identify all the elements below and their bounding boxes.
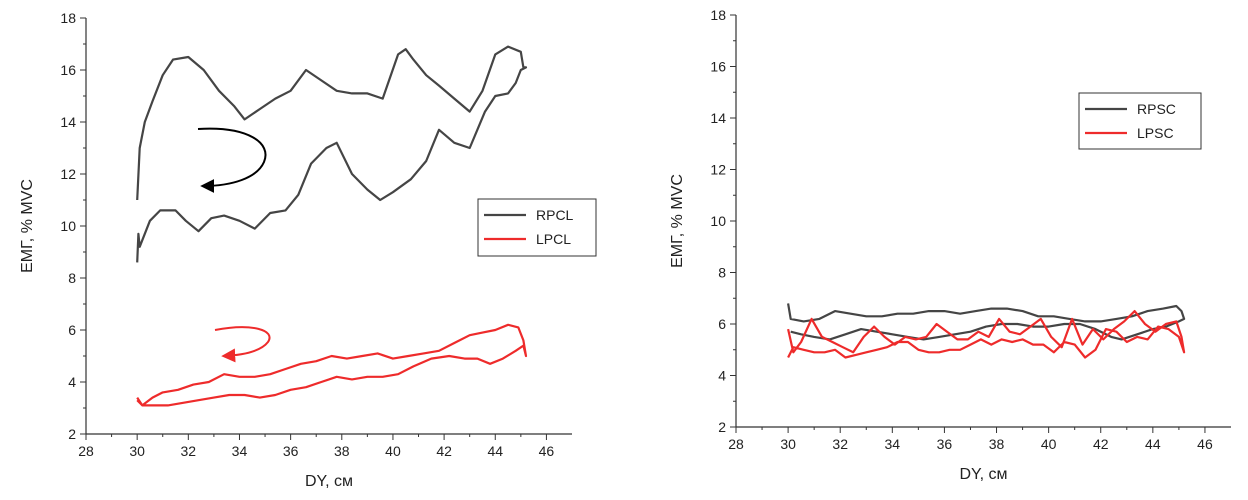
- series-line-lpcl: [136, 323, 528, 407]
- x-tick-label: 36: [283, 443, 299, 459]
- x-axis-label: DY, см: [305, 473, 353, 490]
- y-tick-label: 8: [718, 265, 726, 281]
- x-tick-label: 40: [385, 443, 401, 459]
- legend: RPCL LPCL: [477, 198, 597, 257]
- x-tick-label: 30: [129, 443, 145, 459]
- y-axis-label: ЕМГ, % MVC: [19, 179, 36, 273]
- y-tick-label: 8: [68, 270, 76, 286]
- legend-label: LPCL: [536, 231, 571, 247]
- rotation-arrow-red: [214, 326, 271, 363]
- y-tick-label: 6: [68, 322, 76, 338]
- y-tick-label: 10: [710, 213, 726, 229]
- x-tick-label: 46: [539, 443, 555, 459]
- x-tick-label: 40: [1041, 436, 1057, 452]
- y-tick-label: 16: [60, 62, 76, 78]
- rotation-arrow-black: [197, 127, 267, 193]
- x-tick-label: 42: [436, 443, 452, 459]
- legend-label: LPSC: [1137, 125, 1174, 141]
- legend: RPSC LPSC: [1078, 92, 1202, 150]
- y-tick-label: 12: [60, 166, 76, 182]
- y-tick-label: 14: [710, 110, 726, 126]
- y-tick-label: 12: [710, 162, 726, 178]
- x-tick-label: 46: [1197, 436, 1213, 452]
- x-tick-label: 28: [78, 443, 94, 459]
- y-tick-label: 14: [60, 114, 76, 130]
- y-tick-label: 6: [718, 316, 726, 332]
- x-tick-label: 28: [728, 436, 744, 452]
- legend-box: [1078, 92, 1202, 150]
- series-line-lpsc: [787, 310, 1186, 359]
- y-axis-label: ЕМГ, % MVC: [669, 174, 686, 268]
- legend-label: RPSC: [1137, 101, 1176, 117]
- y-tick-label: 18: [710, 7, 726, 23]
- x-tick-label: 42: [1093, 436, 1109, 452]
- y-tick-label: 4: [718, 368, 726, 384]
- x-tick-label: 34: [885, 436, 901, 452]
- y-tick-label: 4: [68, 374, 76, 390]
- x-tick-label: 34: [232, 443, 248, 459]
- y-tick-label: 2: [68, 426, 76, 442]
- x-tick-label: 30: [780, 436, 796, 452]
- x-tick-label: 38: [989, 436, 1005, 452]
- x-axis-label: DY, см: [959, 466, 1007, 483]
- y-tick-label: 10: [60, 218, 76, 234]
- x-tick-label: 32: [181, 443, 197, 459]
- y-tick-label: 2: [718, 419, 726, 435]
- x-tick-label: 38: [334, 443, 350, 459]
- x-tick-label: 36: [937, 436, 953, 452]
- y-tick-label: 16: [710, 59, 726, 75]
- y-tick-label: 18: [60, 10, 76, 26]
- legend-box: [477, 198, 597, 257]
- legend-label: RPCL: [536, 207, 574, 223]
- x-tick-label: 44: [1145, 436, 1161, 452]
- x-tick-label: 32: [832, 436, 848, 452]
- series-line-rpcl: [136, 45, 528, 263]
- series-line-rpsc: [787, 303, 1186, 341]
- x-tick-label: 44: [487, 443, 503, 459]
